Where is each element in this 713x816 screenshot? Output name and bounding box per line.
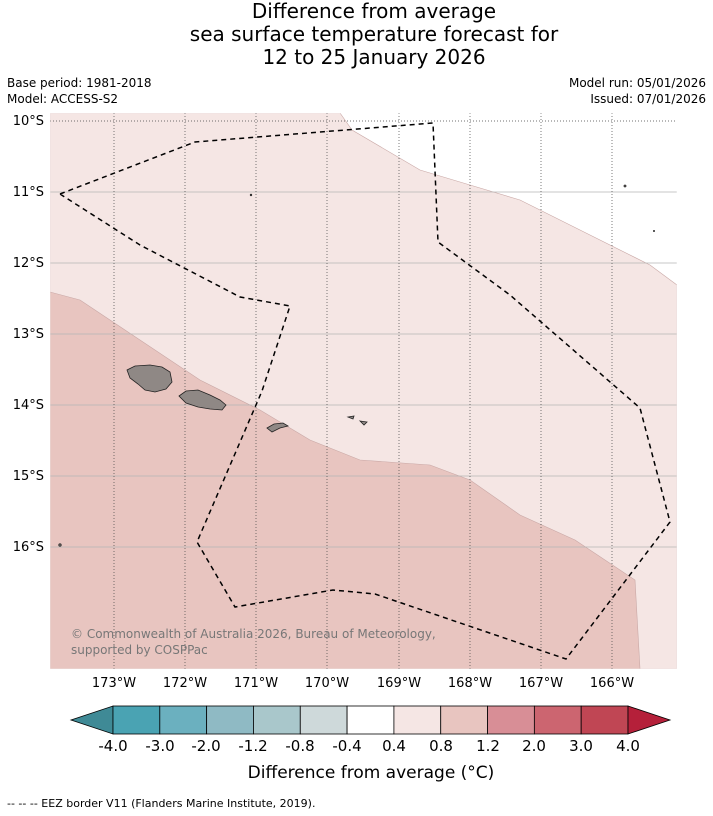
island-upolu: [178, 389, 227, 411]
title-line-2: sea surface temperature forecast for: [189, 22, 559, 46]
lat-label-15s: 15°S: [13, 469, 44, 484]
lat-label-16s: 16°S: [13, 540, 44, 555]
cbar-tick-9: 1.2: [476, 737, 500, 755]
lat-labels: 10°S 11°S 12°S 13°S 14°S 15°S 16°S: [13, 114, 44, 555]
cbar-segment-4: [253, 705, 301, 735]
title-line-1: Difference from average: [251, 0, 497, 23]
colorbar-title: Difference from average (°C): [247, 763, 495, 783]
lon-label-169w: 169°W: [377, 676, 421, 691]
lon-label-171w: 171°W: [234, 676, 278, 691]
anomaly-region-high: [50, 291, 641, 669]
cbar-tick-3: -2.0: [191, 737, 220, 755]
cbar-segment-3: [206, 705, 254, 735]
lon-label-173w: 173°W: [92, 676, 136, 691]
cbar-segment-9: [487, 705, 535, 735]
cbar-segment-7: [393, 705, 442, 735]
lat-label-13s: 13°S: [13, 327, 44, 342]
cbar-segment-2: [159, 705, 208, 735]
island-tutuila: [266, 422, 290, 433]
map-area: [50, 113, 677, 669]
cbar-tick-5: -0.8: [285, 737, 314, 755]
eez-borders: [59, 122, 671, 660]
colorbar: [69, 705, 672, 735]
island-small-north: [249, 193, 253, 197]
eez-legend-note: -- -- -- EEZ border V11 (Flanders Marine…: [7, 797, 316, 810]
lat-label-10s: 10°S: [13, 114, 44, 129]
cbar-segment-6: [346, 705, 395, 735]
island-savaii: [126, 364, 173, 393]
copyright-notice: © Commonwealth of Australia 2026, Bureau…: [71, 627, 436, 657]
meta-left: Base period: 1981-2018 Model: ACCESS-S2: [7, 75, 152, 107]
cbar-segment-5: [299, 705, 348, 735]
cbar-segment-1: [112, 705, 161, 735]
lon-label-170w: 170°W: [305, 676, 349, 691]
island-rose-atoll: [58, 543, 62, 547]
islands: [58, 184, 656, 547]
lon-label-168w: 168°W: [448, 676, 492, 691]
title-line-3: 12 to 25 January 2026: [262, 45, 486, 69]
island-swains: [623, 184, 627, 188]
island-east: [653, 229, 656, 232]
lon-label-166w: 166°W: [590, 676, 634, 691]
lon-label-172w: 172°W: [163, 676, 207, 691]
cbar-tick-12: 4.0: [616, 737, 640, 755]
lat-label-12s: 12°S: [13, 256, 44, 271]
base-period: Base period: 1981-2018: [7, 76, 152, 90]
model-name: Model: ACCESS-S2: [7, 92, 119, 106]
island-tau: [358, 420, 368, 426]
cbar-tick-10: 2.0: [522, 737, 546, 755]
lat-label-11s: 11°S: [13, 185, 44, 200]
cbar-tick-7: 0.4: [382, 737, 406, 755]
cbar-segment-11: [580, 705, 629, 735]
meta-right: Model run: 05/01/2026 Issued: 07/01/2026: [569, 75, 706, 107]
graticule: [50, 113, 677, 669]
cbar-tick-1: -4.0: [98, 737, 127, 755]
issued-date: Issued: 07/01/2026: [590, 92, 706, 106]
eez-samoa: [59, 122, 671, 660]
colorbar-ticks: -4.0 -3.0 -2.0 -1.2 -0.8 -0.4 0.4 0.8 1.…: [98, 737, 640, 755]
cbar-extend-high: [627, 705, 672, 735]
lon-label-167w: 167°W: [519, 676, 563, 691]
cbar-tick-11: 3.0: [569, 737, 593, 755]
cbar-tick-6: -0.4: [332, 737, 361, 755]
map-title: Difference from average sea surface temp…: [0, 0, 713, 69]
cbar-tick-2: -3.0: [145, 737, 174, 755]
cbar-tick-8: 0.8: [429, 737, 453, 755]
cbar-segment-8: [440, 705, 488, 735]
lat-label-14s: 14°S: [13, 398, 44, 413]
map-frame: [49, 112, 678, 670]
lon-labels: 173°W 172°W 171°W 170°W 169°W 168°W 167°…: [92, 676, 634, 691]
cbar-segment-10: [533, 705, 582, 735]
island-ofu: [346, 415, 355, 420]
cbar-tick-4: -1.2: [238, 737, 267, 755]
model-run: Model run: 05/01/2026: [568, 76, 706, 90]
cbar-extend-low: [69, 705, 114, 735]
